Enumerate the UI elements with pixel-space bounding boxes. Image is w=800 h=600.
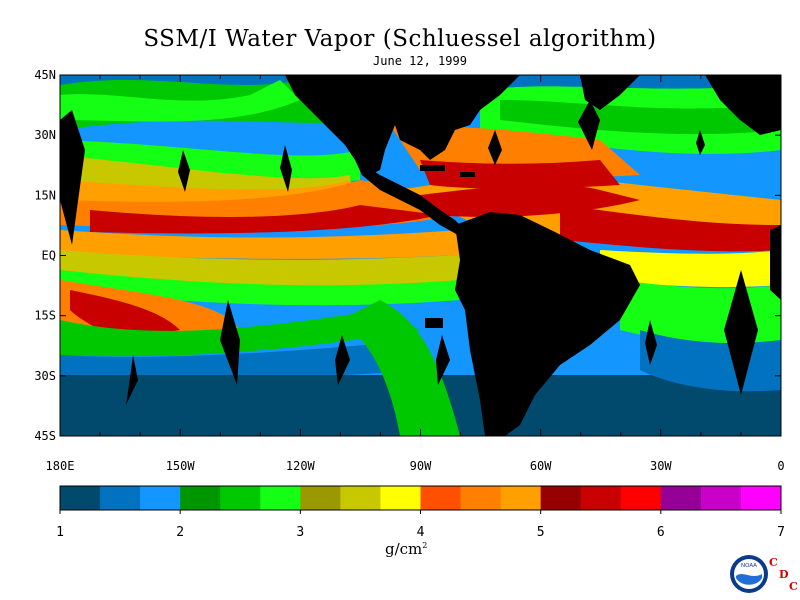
lat-label: 30S	[34, 369, 56, 383]
colorbar-value-label: 5	[537, 525, 545, 540]
lat-label: 45N	[34, 68, 56, 82]
lat-label: 15N	[34, 188, 56, 202]
lat-label: EQ	[42, 249, 56, 263]
colorbar-swatch	[300, 486, 341, 510]
svg-text:NOAA: NOAA	[741, 563, 757, 569]
colorbar-swatch	[180, 486, 221, 510]
colorbar-swatch	[420, 486, 462, 510]
colorbar-swatch	[460, 486, 502, 510]
lon-label: 120W	[286, 459, 316, 473]
colorbar	[59, 485, 782, 511]
colorbar-swatch	[500, 486, 542, 510]
colorbar-value-label: 7	[777, 525, 785, 540]
colorbar-value-label: 2	[176, 525, 184, 540]
lon-label: 90W	[410, 459, 432, 473]
colorbar-swatch	[100, 486, 141, 510]
colorbar-value-label: 3	[296, 525, 304, 540]
colorbar-swatch	[380, 486, 421, 510]
colorbar-value-label: 6	[657, 525, 665, 540]
lat-label: 45S	[34, 429, 56, 443]
colorbar-value-label: 4	[417, 525, 425, 540]
lon-label: 60W	[530, 459, 552, 473]
colorbar-swatch	[220, 486, 261, 510]
lon-label: 0	[777, 459, 784, 473]
colorbar-value-label: 1	[56, 525, 64, 540]
cdc-letter-1: C	[769, 556, 778, 569]
colorbar-swatch	[340, 486, 381, 510]
lon-label: 180E	[46, 459, 75, 473]
land-masses	[60, 75, 781, 436]
lon-label: 150W	[166, 459, 196, 473]
colorbar-swatch	[580, 486, 622, 510]
lat-label: 30N	[34, 128, 56, 142]
colorbar-labels: 1 2 3 4 5 6 7	[56, 510, 785, 540]
cdc-letter-3: C	[789, 580, 798, 593]
map-field	[60, 75, 781, 436]
lon-axis: 180E 150W 120W 90W 60W 30W 0	[46, 75, 785, 473]
map-date: June 12, 1999	[373, 54, 467, 68]
colorbar-swatch	[140, 486, 181, 510]
colorbar-swatch	[740, 486, 782, 510]
noaa-logo-icon: NOAA	[730, 555, 768, 593]
colorbar-swatch	[260, 486, 301, 510]
lat-label: 15S	[34, 309, 56, 323]
colorbar-swatch	[620, 486, 662, 510]
colorbar-swatch	[660, 486, 702, 510]
colorbar-swatch	[700, 486, 742, 510]
lat-axis: 45N 30N 15N EQ 15S 30S 45S	[34, 68, 781, 443]
map-title: SSM/I Water Vapor (Schluessel algorithm)	[143, 26, 657, 52]
colorbar-unit: g/cm2	[385, 540, 428, 558]
cdc-letter-2: D	[779, 568, 789, 581]
colorbar-swatch	[540, 486, 582, 510]
lon-label: 30W	[650, 459, 672, 473]
colorbar-swatch	[60, 486, 101, 510]
